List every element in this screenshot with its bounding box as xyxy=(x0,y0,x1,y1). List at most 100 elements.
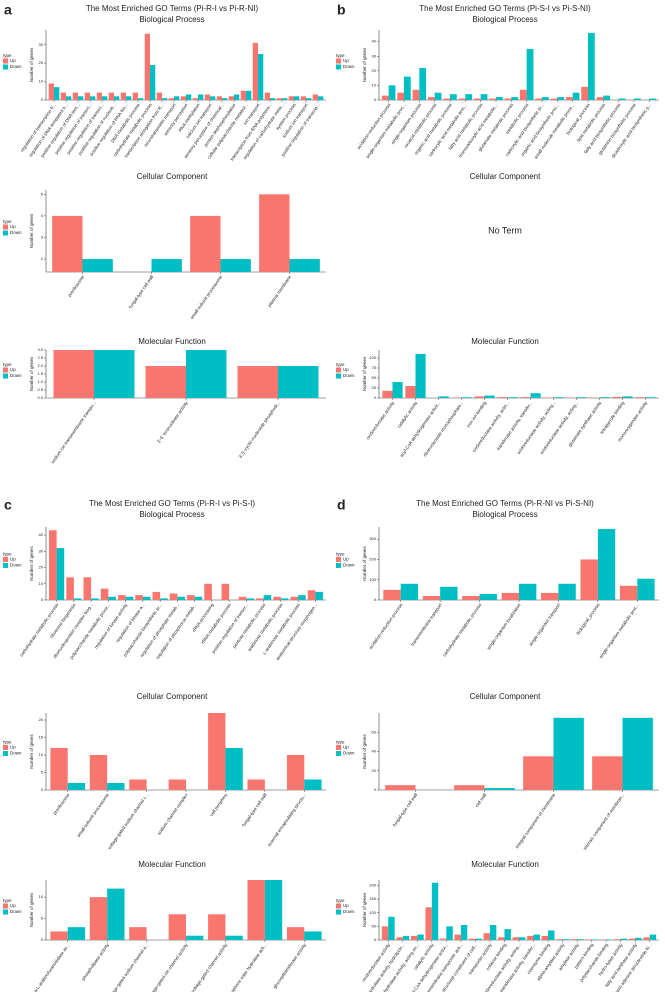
legend-title: type xyxy=(3,898,12,903)
legend-title: type xyxy=(336,898,345,903)
bar xyxy=(622,396,633,398)
bar xyxy=(83,577,92,600)
bar xyxy=(460,925,468,940)
bar xyxy=(443,98,450,100)
bar xyxy=(142,596,151,600)
y-tick-label: 300 xyxy=(369,536,376,541)
bar xyxy=(446,926,453,940)
y-axis-title: Number of genes xyxy=(362,47,367,82)
x-tick-label: oxidoreductase activity, acting... xyxy=(516,400,556,455)
bar xyxy=(581,86,588,100)
bar xyxy=(82,259,113,272)
bar xyxy=(89,897,108,940)
legend-label: Down xyxy=(343,64,355,69)
bar xyxy=(49,530,57,600)
panel-letter: d xyxy=(337,497,346,513)
y-tick-label: 50 xyxy=(372,923,377,928)
legend-swatch xyxy=(3,367,8,373)
legend-title: type xyxy=(336,362,345,367)
x-tick-label: plasma membrane xyxy=(267,274,293,308)
bar xyxy=(168,914,186,940)
bar xyxy=(504,98,512,100)
bar xyxy=(483,933,490,940)
x-tick-label: rRNA metabolic process xyxy=(200,602,232,645)
bar xyxy=(96,92,102,100)
bar xyxy=(246,90,252,100)
y-tick-label: 1.0 xyxy=(37,379,43,384)
x-tick-label: phosphoric ester hydrolase acti... xyxy=(226,942,268,992)
legend-swatch xyxy=(336,909,341,915)
legend-title: type xyxy=(336,53,345,58)
bar xyxy=(187,595,195,600)
bar xyxy=(649,98,657,100)
legend-label: Up xyxy=(10,367,16,372)
bar xyxy=(138,98,144,100)
bar xyxy=(144,33,150,100)
x-tick-label: 3'-5' exonuclease activity xyxy=(156,400,189,444)
y-tick-label: 0 xyxy=(41,787,44,792)
legend-label: Down xyxy=(10,563,22,568)
bar xyxy=(264,92,270,100)
y-tick-label: 0 xyxy=(374,787,377,792)
bar xyxy=(252,42,258,100)
y-tick-label: 4 xyxy=(41,213,44,218)
bar xyxy=(388,916,395,940)
y-axis-title: Number of genes xyxy=(362,892,367,927)
x-tick-label: ribonucleoside monophosphate... xyxy=(422,400,464,457)
bar xyxy=(246,598,254,600)
legend-title: type xyxy=(3,552,12,557)
bar xyxy=(90,96,96,100)
y-tick-label: 10 xyxy=(39,894,44,899)
bar xyxy=(649,934,657,940)
legend-label: Down xyxy=(343,373,355,378)
bar xyxy=(489,925,497,940)
bar xyxy=(576,397,587,398)
bar xyxy=(298,595,306,600)
bar xyxy=(461,397,472,398)
bar xyxy=(577,939,584,940)
bar xyxy=(533,934,540,940)
bar xyxy=(312,94,318,100)
bar xyxy=(114,96,120,100)
x-tick-label: preribosome xyxy=(52,792,71,816)
bar xyxy=(588,32,595,100)
bar xyxy=(286,927,305,940)
bar xyxy=(585,939,592,940)
bar xyxy=(497,397,508,398)
legend-swatch xyxy=(336,751,341,756)
bar xyxy=(152,591,161,600)
bar xyxy=(519,89,527,100)
subtitle: Molecular Function xyxy=(471,337,539,346)
x-tick-label: voltage-gated sodium channel a... xyxy=(107,942,150,992)
bar xyxy=(541,592,559,600)
legend-swatch xyxy=(3,373,8,379)
bar xyxy=(53,350,94,398)
y-axis-title: Number of genes xyxy=(29,733,34,768)
bar xyxy=(397,92,404,100)
bar xyxy=(489,98,496,100)
bar xyxy=(520,397,531,398)
y-tick-label: 30 xyxy=(372,53,377,58)
y-tick-label: 150 xyxy=(369,896,376,901)
legend-swatch xyxy=(3,64,8,70)
y-tick-label: 5 xyxy=(41,916,44,921)
bar xyxy=(210,96,216,100)
y-axis-title: Number of genes xyxy=(29,545,34,580)
y-axis-title: Number of genes xyxy=(29,892,34,927)
x-tick-label: alpha-L-arabinofuranosidase ac... xyxy=(28,942,71,992)
legend-label: Down xyxy=(10,751,22,756)
bar xyxy=(562,939,569,940)
x-tick-label: external encapsulating structu... xyxy=(267,792,308,847)
chart-title: The Most Enriched GO Terms (Pi-R-I vs Pi… xyxy=(86,4,259,13)
subtitle: Biological Process xyxy=(472,15,537,24)
bar xyxy=(168,98,174,100)
bar xyxy=(381,95,389,100)
legend-title: type xyxy=(3,53,12,58)
bar xyxy=(120,92,126,100)
bar xyxy=(542,97,549,100)
bar xyxy=(425,907,432,940)
bar xyxy=(450,94,457,100)
legend-label: Up xyxy=(10,58,16,63)
bar xyxy=(60,92,66,100)
bar xyxy=(412,89,420,100)
